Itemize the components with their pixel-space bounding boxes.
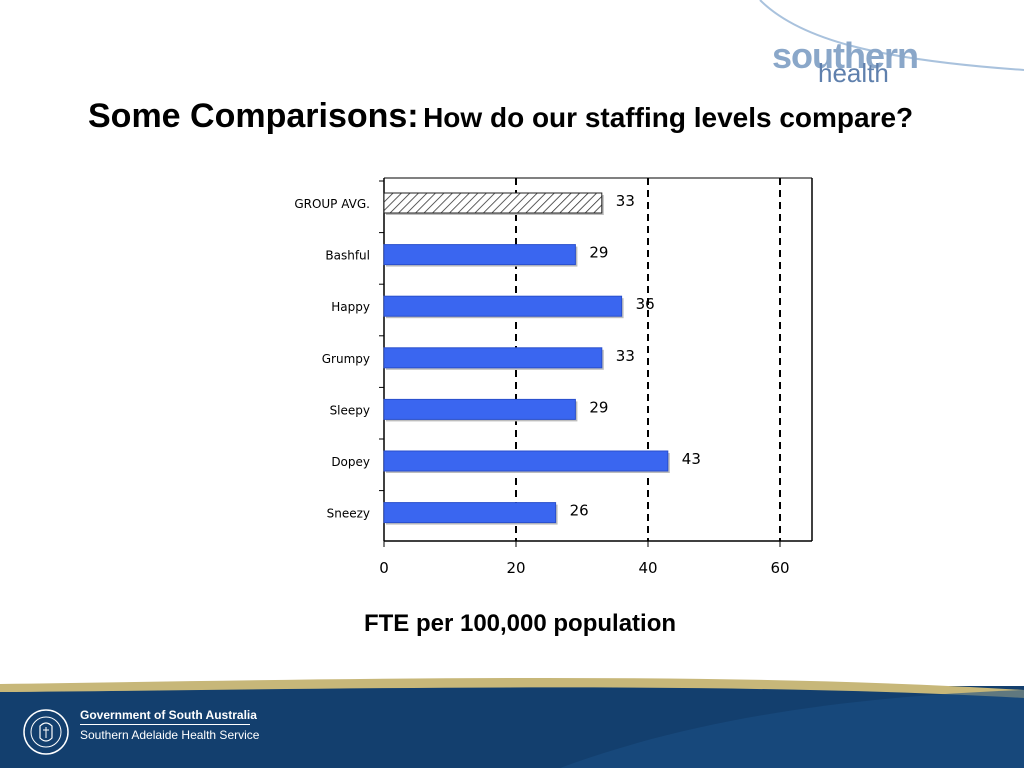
data-label-4: 29 — [589, 398, 608, 416]
bar-dopey — [383, 450, 669, 472]
data-label-5: 43 — [682, 450, 701, 468]
bar-grumpy — [383, 347, 603, 369]
bar-sleepy — [383, 398, 576, 420]
government-crest-icon — [23, 709, 69, 755]
title-sub: How do our staffing levels compare? — [423, 102, 914, 133]
header-swoosh — [759, 0, 1024, 71]
footer-band — [0, 677, 1024, 768]
data-label-2: 36 — [636, 295, 655, 313]
bar-happy — [383, 295, 623, 317]
bar-group-avg — [383, 192, 603, 214]
category-label-3: Grumpy — [322, 352, 370, 366]
x-tick-label-20: 20 — [506, 559, 525, 577]
footer-divider — [80, 724, 250, 725]
bar-sneezy — [383, 502, 557, 524]
page-title: Some Comparisons: How do our staffing le… — [88, 96, 948, 143]
logo-word-southern: southern — [772, 35, 919, 76]
category-label-0: GROUP AVG. — [294, 197, 370, 211]
category-label-1: Bashful — [325, 249, 370, 263]
x-tick-label-60: 60 — [770, 559, 789, 577]
title-main: Some Comparisons: — [88, 97, 419, 135]
logo-word-health: health — [818, 58, 889, 88]
category-label-6: Sneezy — [327, 507, 370, 521]
x-tick-label-0: 0 — [379, 559, 389, 577]
footer-government-name: Government of South Australia — [80, 708, 257, 722]
data-label-3: 33 — [616, 347, 635, 365]
x-axis-label: FTE per 100,000 population — [363, 610, 677, 637]
bar-bashful — [383, 244, 576, 266]
data-label-0: 33 — [616, 192, 635, 210]
footer-service-name: Southern Adelaide Health Service — [80, 728, 260, 742]
category-label-4: Sleepy — [330, 403, 370, 417]
data-label-6: 26 — [570, 502, 589, 520]
data-label-1: 29 — [589, 244, 608, 262]
southern-health-logo: southern health — [772, 38, 982, 88]
category-label-2: Happy — [331, 300, 370, 314]
x-tick-label-40: 40 — [638, 559, 657, 577]
category-label-5: Dopey — [331, 455, 370, 469]
